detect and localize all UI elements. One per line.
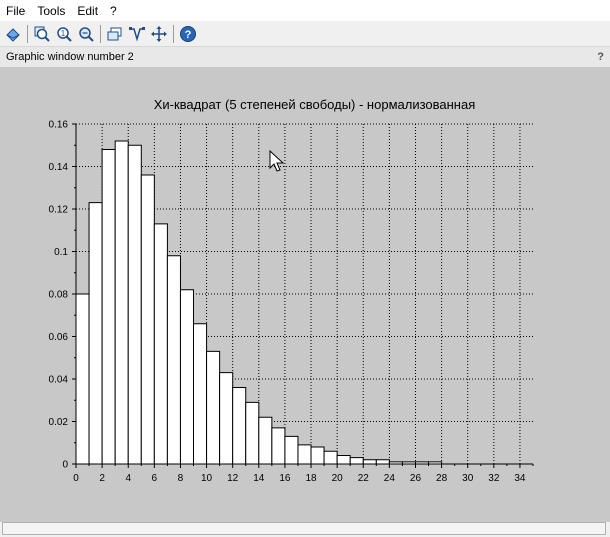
- mouse-cursor-icon: [269, 149, 285, 172]
- histogram-bar: [206, 350, 221, 465]
- histogram-bar: [101, 149, 116, 465]
- histogram-bar: [140, 174, 155, 465]
- x-tick-label: 24: [384, 473, 396, 484]
- histogram-bar: [310, 446, 325, 465]
- x-tick-label: 32: [488, 473, 500, 484]
- histogram-bar: [193, 323, 208, 465]
- window-title: Graphic window number 2: [6, 51, 134, 63]
- menu-edit[interactable]: Edit: [77, 3, 99, 18]
- svg-text:?: ?: [185, 29, 192, 41]
- y-tick-label: 0.16: [49, 120, 69, 131]
- svg-text:1: 1: [61, 29, 66, 38]
- x-tick-label: 14: [253, 473, 265, 484]
- histogram-bar: [75, 293, 90, 465]
- x-tick-label: 22: [358, 473, 370, 484]
- histogram-bar: [88, 202, 103, 465]
- histogram-bar: [114, 140, 129, 465]
- y-tick-label: 0.08: [49, 290, 69, 301]
- menu-tools[interactable]: Tools: [37, 3, 66, 18]
- zoom-in-icon[interactable]: [32, 24, 52, 44]
- histogram-bar: [297, 444, 312, 465]
- y-tick-label: 0.1: [54, 247, 68, 258]
- x-tick-label: 28: [436, 473, 448, 484]
- histogram-bar: [271, 427, 286, 465]
- histogram-bar: [336, 455, 351, 465]
- x-tick-label: 10: [201, 473, 213, 484]
- menu-file[interactable]: File: [6, 3, 26, 18]
- unzoom-icon[interactable]: 1: [54, 24, 74, 44]
- zoom-area-icon[interactable]: [76, 24, 96, 44]
- graphic-window-header: Graphic window number 2 ?: [0, 47, 610, 67]
- x-tick-label: 12: [227, 473, 239, 484]
- histogram-bar: [284, 435, 299, 465]
- horizontal-scrollbar[interactable]: [2, 522, 606, 535]
- histogram-bar: [179, 289, 195, 465]
- histogram-bar: [153, 223, 168, 465]
- histogram-bar: [362, 459, 377, 465]
- x-tick-label: 18: [305, 473, 317, 484]
- histogram-bar: [127, 144, 142, 465]
- plot-canvas[interactable]: Хи-квадрат (5 степеней свободы) - нормал…: [0, 67, 610, 522]
- menu-help[interactable]: ?: [110, 3, 117, 18]
- datatip-icon[interactable]: [105, 24, 125, 44]
- x-tick-label: 30: [462, 473, 474, 484]
- y-tick-label: 0.04: [49, 375, 69, 386]
- x-tick-label: 8: [178, 473, 184, 484]
- histogram-bar: [349, 457, 364, 465]
- chart-title: Хи-квадрат (5 степеней свободы) - нормал…: [154, 97, 476, 112]
- context-help-button[interactable]: ?: [597, 51, 604, 63]
- help-icon[interactable]: ?: [178, 24, 198, 44]
- y-tick-label: 0.14: [49, 162, 69, 173]
- histogram-bar: [166, 255, 181, 465]
- toolbar-separator: [100, 24, 101, 43]
- histogram-bar: [245, 401, 260, 465]
- x-tick-label: 26: [410, 473, 422, 484]
- histogram-chart: Хи-квадрат (5 степеней свободы) - нормал…: [49, 97, 534, 484]
- toolbar-separator: [27, 24, 28, 43]
- x-tick-label: 4: [125, 473, 131, 484]
- y-tick-label: 0: [62, 460, 68, 471]
- histogram-bar: [232, 387, 247, 465]
- y-tick-label: 0.12: [49, 205, 69, 216]
- edit-data-icon[interactable]: [127, 24, 147, 44]
- y-tick-label: 0.06: [49, 332, 69, 343]
- toolbar: 1: [0, 21, 610, 47]
- histogram-bar: [219, 372, 234, 465]
- toolbar-separator: [173, 24, 174, 43]
- x-tick-label: 34: [514, 473, 526, 484]
- histogram-bar: [258, 416, 273, 465]
- y-tick-label: 0.02: [49, 417, 69, 428]
- x-tick-label: 2: [99, 473, 105, 484]
- x-tick-label: 20: [332, 473, 344, 484]
- x-tick-label: 6: [152, 473, 158, 484]
- menu-bar: File Tools Edit ?: [0, 0, 610, 21]
- x-tick-label: 0: [73, 473, 79, 484]
- x-tick-label: 16: [279, 473, 291, 484]
- rotate-icon[interactable]: [3, 24, 23, 44]
- histogram-bar: [323, 450, 338, 465]
- histogram-bar: [375, 459, 390, 465]
- pan-icon[interactable]: [149, 24, 169, 44]
